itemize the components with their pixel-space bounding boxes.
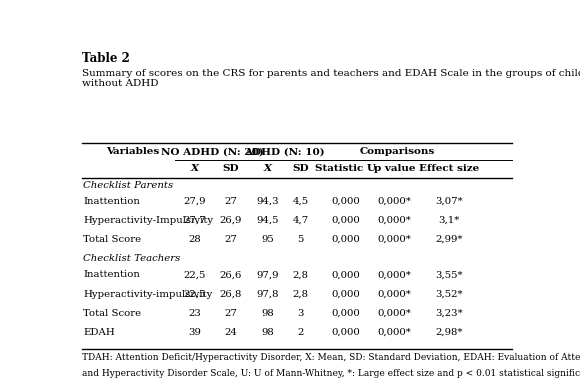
Text: 39: 39 — [188, 328, 201, 337]
Text: 98: 98 — [262, 309, 274, 318]
Text: 27,7: 27,7 — [183, 216, 206, 225]
Text: Effect size: Effect size — [419, 164, 479, 173]
Text: 2,99*: 2,99* — [436, 235, 463, 244]
Text: 23: 23 — [188, 309, 201, 318]
Text: Inattention: Inattention — [84, 270, 140, 279]
Text: 94,3: 94,3 — [257, 197, 280, 206]
Text: Statistic U: Statistic U — [315, 164, 376, 173]
Text: Variables: Variables — [107, 147, 160, 156]
Text: TDAH: Attention Deficit/Hyperactivity Disorder, X: Mean, SD: Standard Deviation,: TDAH: Attention Deficit/Hyperactivity Di… — [82, 353, 580, 362]
Text: 2,8: 2,8 — [293, 290, 309, 299]
Text: EDAH: EDAH — [84, 328, 115, 337]
Text: Total Score: Total Score — [84, 235, 142, 244]
Text: 24: 24 — [224, 328, 237, 337]
Text: 3: 3 — [298, 309, 304, 318]
Text: 0,000: 0,000 — [331, 216, 360, 225]
Text: 2,98*: 2,98* — [436, 328, 463, 337]
Text: 28: 28 — [188, 235, 201, 244]
Text: 27: 27 — [224, 235, 237, 244]
Text: Hyperactivity-Impulsivity: Hyperactivity-Impulsivity — [84, 216, 213, 225]
Text: 22,5: 22,5 — [184, 290, 206, 299]
Text: 0,000: 0,000 — [331, 309, 360, 318]
Text: 27: 27 — [224, 309, 237, 318]
Text: Comparisons: Comparisons — [360, 147, 435, 156]
Text: 97,9: 97,9 — [257, 270, 280, 279]
Text: Summary of scores on the CRS for parents and teachers and EDAH Scale in the grou: Summary of scores on the CRS for parents… — [82, 69, 580, 88]
Text: Checklist Teachers: Checklist Teachers — [84, 254, 180, 263]
Text: 3,55*: 3,55* — [436, 270, 463, 279]
Text: NO ADHD (N: 20): NO ADHD (N: 20) — [161, 147, 264, 156]
Text: 26,9: 26,9 — [220, 216, 242, 225]
Text: 0,000: 0,000 — [331, 235, 360, 244]
Text: Total Score: Total Score — [84, 309, 142, 318]
Text: 94,5: 94,5 — [257, 216, 280, 225]
Text: 4,5: 4,5 — [293, 197, 309, 206]
Text: 0,000: 0,000 — [331, 270, 360, 279]
Text: SD: SD — [292, 164, 309, 173]
Text: 2,8: 2,8 — [293, 270, 309, 279]
Text: 27: 27 — [224, 197, 237, 206]
Text: X: X — [191, 164, 199, 173]
Text: 0,000: 0,000 — [331, 197, 360, 206]
Text: SD: SD — [222, 164, 239, 173]
Text: 95: 95 — [262, 235, 274, 244]
Text: 27,9: 27,9 — [183, 197, 206, 206]
Text: Table 2: Table 2 — [82, 52, 130, 65]
Text: 2: 2 — [298, 328, 304, 337]
Text: 0,000: 0,000 — [331, 328, 360, 337]
Text: 97,8: 97,8 — [257, 290, 280, 299]
Text: ADHD (N: 10): ADHD (N: 10) — [244, 147, 325, 156]
Text: Hyperactivity-impulsivity: Hyperactivity-impulsivity — [84, 290, 213, 299]
Text: 5: 5 — [298, 235, 304, 244]
Text: Checklist Parents: Checklist Parents — [84, 181, 173, 190]
Text: p value: p value — [374, 164, 415, 173]
Text: 0,000*: 0,000* — [378, 270, 412, 279]
Text: 22,5: 22,5 — [184, 270, 206, 279]
Text: 26,8: 26,8 — [220, 290, 242, 299]
Text: 0,000: 0,000 — [331, 290, 360, 299]
Text: 0,000*: 0,000* — [378, 197, 412, 206]
Text: and Hyperactivity Disorder Scale, U: U of Mann-Whitney, *: Large effect size and: and Hyperactivity Disorder Scale, U: U o… — [82, 369, 580, 378]
Text: 0,000*: 0,000* — [378, 290, 412, 299]
Text: 0,000*: 0,000* — [378, 309, 412, 318]
Text: 0,000*: 0,000* — [378, 328, 412, 337]
Text: 0,000*: 0,000* — [378, 235, 412, 244]
Text: 3,23*: 3,23* — [436, 309, 463, 318]
Text: 3,52*: 3,52* — [436, 290, 463, 299]
Text: 4,7: 4,7 — [293, 216, 309, 225]
Text: 0,000*: 0,000* — [378, 216, 412, 225]
Text: 26,6: 26,6 — [220, 270, 242, 279]
Text: X: X — [264, 164, 272, 173]
Text: 3,1*: 3,1* — [438, 216, 460, 225]
Text: 98: 98 — [262, 328, 274, 337]
Text: 3,07*: 3,07* — [436, 197, 463, 206]
Text: Inattention: Inattention — [84, 197, 140, 206]
